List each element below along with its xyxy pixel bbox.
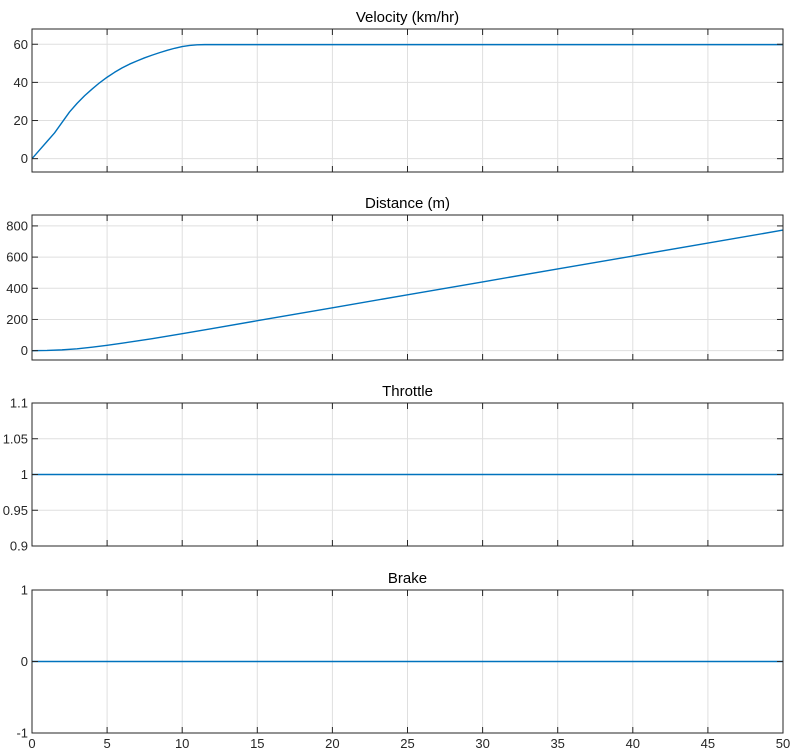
y-tick-label: 400: [6, 281, 28, 296]
x-tick-label: 20: [325, 736, 339, 750]
y-tick-label: 1.1: [10, 396, 28, 411]
subplot-3: 0.9 0.95 1 1.05 1.1 Throttle: [3, 383, 784, 554]
subplot-1: 0 20 40 60 Velocity (km/hr): [14, 9, 784, 173]
y-tick-label: 1: [21, 583, 28, 598]
y-tick-label: 60: [14, 37, 28, 52]
x-tick-label: 5: [103, 736, 110, 750]
y-tick-label: 200: [6, 312, 28, 327]
subplot-2: 0 200 400 600 800 Distance (m): [6, 195, 784, 361]
chart-title: Distance (m): [365, 195, 450, 212]
chart-title: Brake: [388, 570, 427, 587]
y-tick-label: 0.9: [10, 539, 28, 554]
x-tick-label: 45: [701, 736, 715, 750]
x-tick-label: 10: [175, 736, 189, 750]
y-tick-label: 20: [14, 113, 28, 128]
y-tick-label: 0: [21, 343, 28, 358]
x-tick-label: 40: [626, 736, 640, 750]
chart-title: Throttle: [382, 383, 433, 400]
series-line: [31, 229, 784, 352]
x-tick-label: 25: [400, 736, 414, 750]
y-tick-label: 0: [21, 151, 28, 166]
x-tick-label: 0: [28, 736, 35, 750]
y-tick-label: 1.05: [3, 431, 28, 446]
y-tick-label: 0: [21, 654, 28, 669]
x-tick-label: 15: [250, 736, 264, 750]
y-tick-label: -1: [16, 726, 28, 741]
chart-title: Velocity (km/hr): [356, 9, 459, 26]
y-tick-label: 1: [21, 467, 28, 482]
y-tick-label: 800: [6, 218, 28, 233]
y-tick-label: 0.95: [3, 503, 28, 518]
y-tick-label: 600: [6, 250, 28, 265]
y-tick-label: 40: [14, 75, 28, 90]
x-tick-label: 30: [475, 736, 489, 750]
x-tick-label: 50: [776, 736, 790, 750]
x-tick-label: 35: [550, 736, 564, 750]
series-line: [31, 43, 783, 160]
